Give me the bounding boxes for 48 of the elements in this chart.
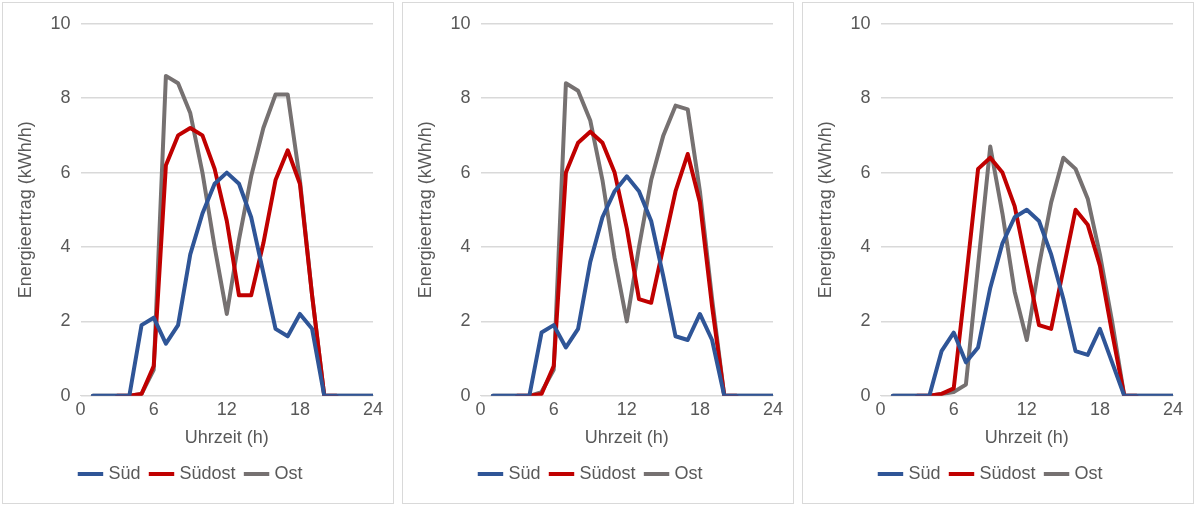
x-tick-label: 18	[689, 398, 710, 419]
y-tick-label: 8	[60, 87, 71, 108]
y-axis-title: Energieertrag (kWh/h)	[414, 121, 435, 299]
legend-label: Süd	[908, 462, 941, 483]
x-tick-label: 0	[875, 398, 886, 419]
legend-label: Ost	[1074, 462, 1103, 483]
y-tick-label: 4	[460, 235, 471, 256]
legend-label: Ost	[274, 462, 303, 483]
x-tick-label: 0	[475, 398, 486, 419]
y-tick-label: 6	[860, 161, 871, 182]
x-tick-label: 12	[216, 398, 237, 419]
y-tick-label: 0	[60, 384, 71, 405]
y-tick-label: 2	[460, 310, 471, 331]
y-tick-label: 8	[460, 87, 471, 108]
x-tick-label: 6	[948, 398, 959, 419]
x-tick-label: 24	[762, 398, 784, 419]
x-axis-title: Uhrzeit (h)	[584, 427, 669, 448]
x-tick-label: 6	[148, 398, 159, 419]
x-tick-label: 6	[548, 398, 559, 419]
x-tick-label: 24	[1162, 398, 1184, 419]
y-tick-label: 2	[860, 310, 871, 331]
y-tick-label: 4	[860, 235, 871, 256]
y-tick-label: 10	[850, 12, 871, 33]
y-tick-label: 10	[50, 12, 71, 33]
y-tick-label: 10	[450, 12, 471, 33]
legend-label: Ost	[674, 462, 703, 483]
x-tick-label: 12	[616, 398, 637, 419]
x-tick-label: 0	[75, 398, 86, 419]
y-tick-label: 2	[60, 310, 71, 331]
legend-label: Süd	[508, 462, 541, 483]
x-axis-title: Uhrzeit (h)	[984, 427, 1069, 448]
y-tick-label: 4	[60, 235, 71, 256]
x-tick-label: 12	[1016, 398, 1037, 419]
legend-label: Südost	[979, 462, 1036, 483]
x-tick-label: 18	[1089, 398, 1110, 419]
y-tick-label: 0	[460, 384, 471, 405]
legend-label: Südost	[179, 462, 236, 483]
x-tick-label: 24	[362, 398, 384, 419]
legend-label: Süd	[108, 462, 141, 483]
y-axis-title: Energieertrag (kWh/h)	[814, 121, 835, 299]
y-tick-label: 8	[860, 87, 871, 108]
y-tick-label: 6	[60, 161, 71, 182]
x-tick-label: 18	[289, 398, 310, 419]
y-tick-label: 6	[460, 161, 471, 182]
legend-label: Südost	[579, 462, 636, 483]
y-axis-title: Energieertrag (kWh/h)	[14, 121, 35, 299]
y-tick-label: 0	[860, 384, 871, 405]
x-axis-title: Uhrzeit (h)	[184, 427, 269, 448]
